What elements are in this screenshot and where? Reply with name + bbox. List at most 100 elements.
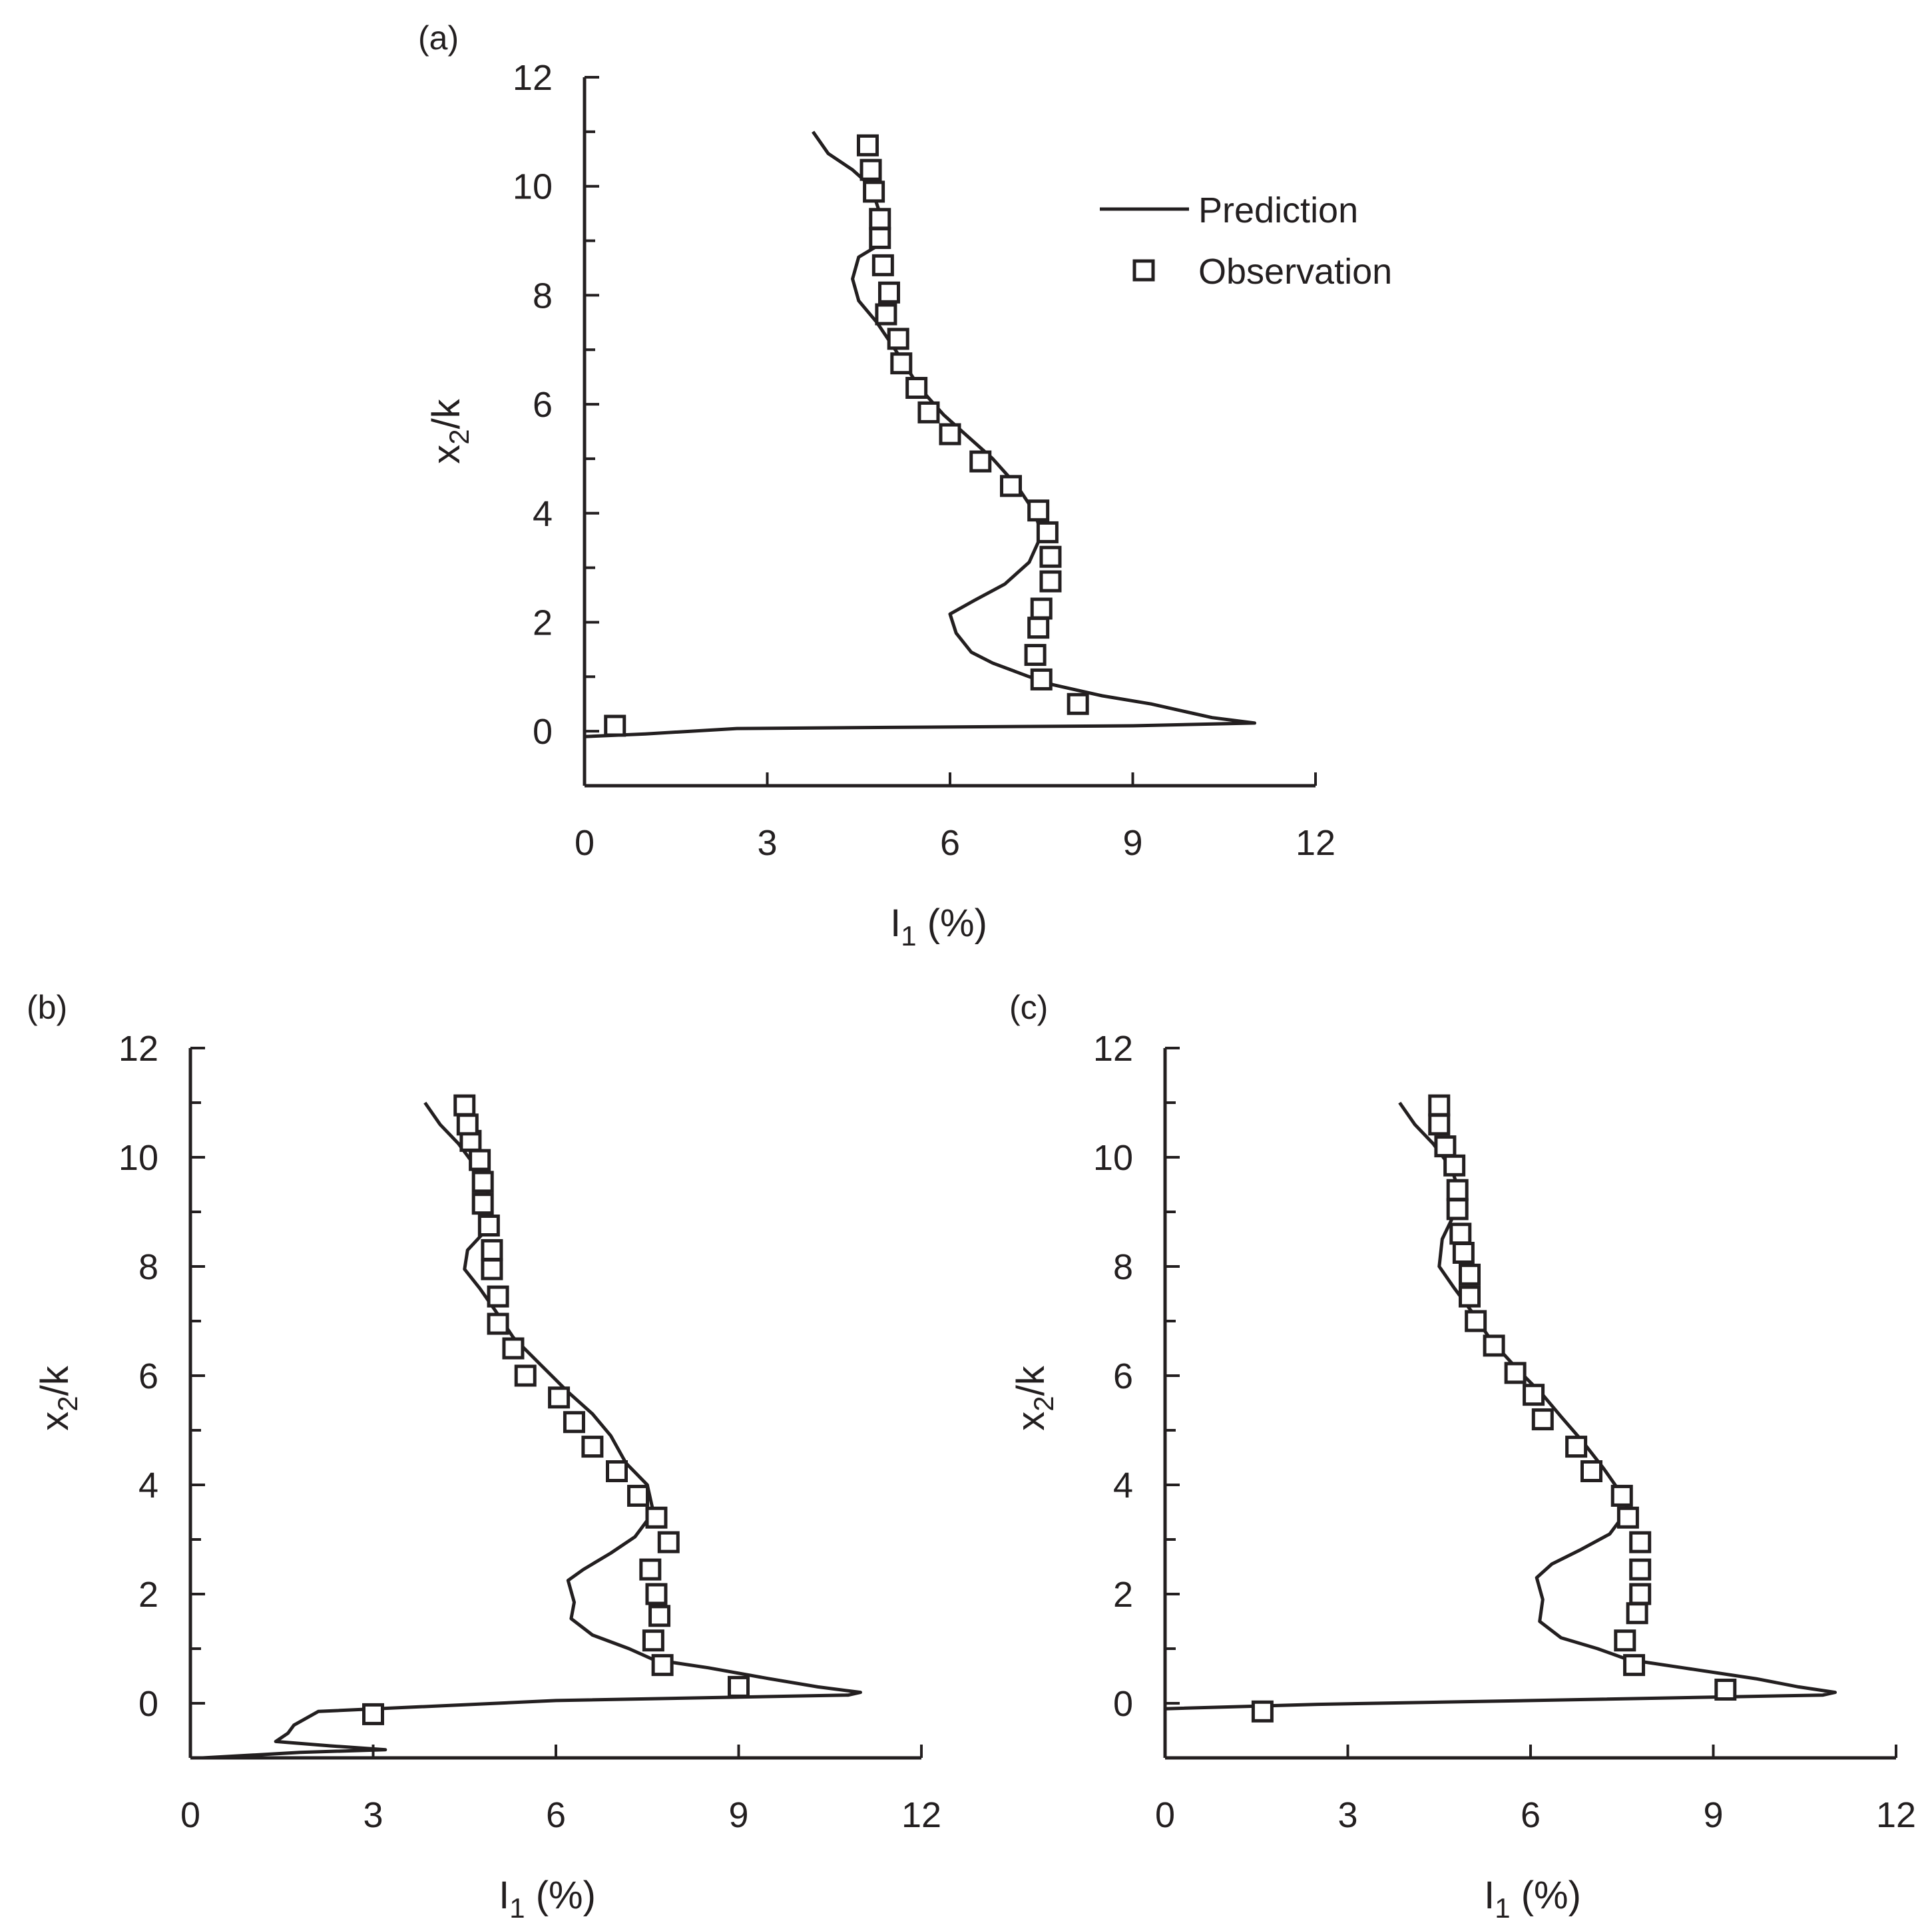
observation-point-a [1030,668,1053,690]
observation-point-a [871,254,894,276]
y-tick-label-c: 0 [1113,1684,1133,1724]
x-tick-label-c: 3 [1337,1795,1357,1835]
observation-point-b [639,1558,662,1581]
panel-c: (c) 0 2 4 6 8 10 12 0 3 6 9 12 I1 (%) x2/k [1009,989,1916,1924]
x-tick-label-a: 12 [1296,823,1335,863]
observation-point-b [514,1364,537,1387]
x-tick-label-c: 12 [1876,1795,1916,1835]
observation-point-c [1565,1436,1588,1458]
prediction-line-c [1164,1101,1837,1711]
y-tick-label-b: 2 [138,1575,158,1615]
y-tick-label-b: 4 [138,1466,158,1506]
observation-point-c [1504,1362,1527,1384]
observation-point-c [1531,1408,1554,1431]
observation-point-b [481,1258,503,1280]
observation-point-c [1483,1334,1505,1357]
x-tick-label-b: 12 [901,1795,941,1835]
observation-point-c [1623,1654,1646,1677]
observation-point-c [1434,1135,1457,1158]
observation-point-b [471,1193,494,1215]
y-tick-label-c: 10 [1093,1138,1133,1178]
x-tick-label-c: 9 [1703,1795,1723,1835]
observation-point-c [1616,1506,1639,1529]
observation-point-a [869,226,891,249]
observation-point-a [890,352,913,375]
observation-point-b [477,1215,500,1237]
y-tick-label-a: 8 [533,276,553,316]
observation-point-c [1251,1700,1274,1723]
observation-point-c [1446,1179,1469,1201]
observation-point-b [651,1654,674,1677]
x-tick-label-a: 3 [757,823,777,863]
observation-point-a [1030,597,1053,620]
observation-point-c [1428,1113,1451,1136]
observation-point-a [869,208,891,230]
x-tick-label-a: 9 [1122,823,1142,863]
observation-point-c [1459,1263,1481,1286]
observation-point-b [481,1239,503,1261]
observation-point-c [1629,1558,1652,1581]
x-tick-label-b: 6 [546,1795,566,1835]
legend: Prediction Observation [1100,190,1392,292]
y-tick-label-b: 6 [138,1356,158,1396]
observation-series-b [362,1094,750,1725]
observation-point-b [487,1285,509,1308]
observation-point-b [728,1675,750,1698]
observation-point-b [657,1531,680,1553]
observation-point-b [648,1605,671,1627]
y-tick-label-c: 4 [1113,1466,1133,1506]
observation-point-b [548,1386,571,1409]
y-tick-label-a: 2 [533,603,553,643]
observation-point-b [563,1411,585,1434]
x-tick-label-c: 0 [1155,1795,1175,1835]
x-axis-title-c: I1 (%) [1484,1874,1581,1924]
observation-point-c [1610,1484,1633,1507]
prediction-line-a [584,131,1256,738]
panel-label-a: (a) [418,19,459,57]
y-tick-label-c: 6 [1113,1356,1133,1396]
observation-series-a [604,134,1089,737]
y-tick-label-a: 4 [533,494,553,534]
observation-point-a [1039,545,1062,568]
y-tick-label-a: 10 [513,167,553,207]
y-axis-title-c: x2/k [1009,1365,1059,1430]
x-tick-label-b: 3 [363,1795,383,1835]
x-tick-label-a: 6 [940,823,960,863]
observation-point-b [645,1583,668,1605]
observation-point-b [645,1506,668,1529]
observation-point-a [969,450,992,473]
observation-point-a [1036,521,1059,543]
y-tick-label-c: 2 [1113,1575,1133,1615]
prediction-series-c [1164,1101,1837,1711]
legend-observation-label: Observation [1198,252,1392,292]
legend-observation-marker [1132,259,1155,282]
observation-point-a [604,714,626,737]
panel-a: (a) 0 2 4 6 8 10 12 0 3 6 9 12 I1 (%) x2/k [418,19,1335,952]
observation-point-a [905,377,928,400]
panel-b: (b) 0 2 4 6 8 10 12 0 3 6 9 12 I1 (%) x2/k [27,989,941,1924]
observation-point-a [856,134,879,156]
observation-point-a [859,158,882,181]
prediction-series-a [584,131,1256,738]
y-tick-label-c: 8 [1113,1247,1133,1287]
ticks-a: 0 2 4 6 8 10 12 0 3 6 9 12 [513,58,1335,863]
observation-point-a [1027,499,1050,522]
x-tick-label-b: 9 [728,1795,748,1835]
observation-point-b [606,1460,628,1482]
observation-point-b [362,1703,384,1725]
observation-point-b [642,1629,664,1652]
observation-point-b [453,1094,476,1117]
ticks-c: 0 2 4 6 8 10 12 0 3 6 9 12 [1093,1029,1916,1835]
prediction-line-b [202,1101,862,1760]
observation-point-a [887,328,909,350]
x-tick-label-b: 0 [180,1795,200,1835]
observation-point-c [1629,1583,1652,1605]
legend-prediction-label: Prediction [1198,190,1358,230]
observation-point-a [878,281,900,304]
observation-point-c [1580,1460,1602,1482]
y-tick-label-b: 0 [138,1684,158,1724]
observation-point-a [1024,644,1047,667]
y-axis-title-b: x2/k [33,1365,83,1430]
y-tick-label-a: 0 [533,712,553,752]
